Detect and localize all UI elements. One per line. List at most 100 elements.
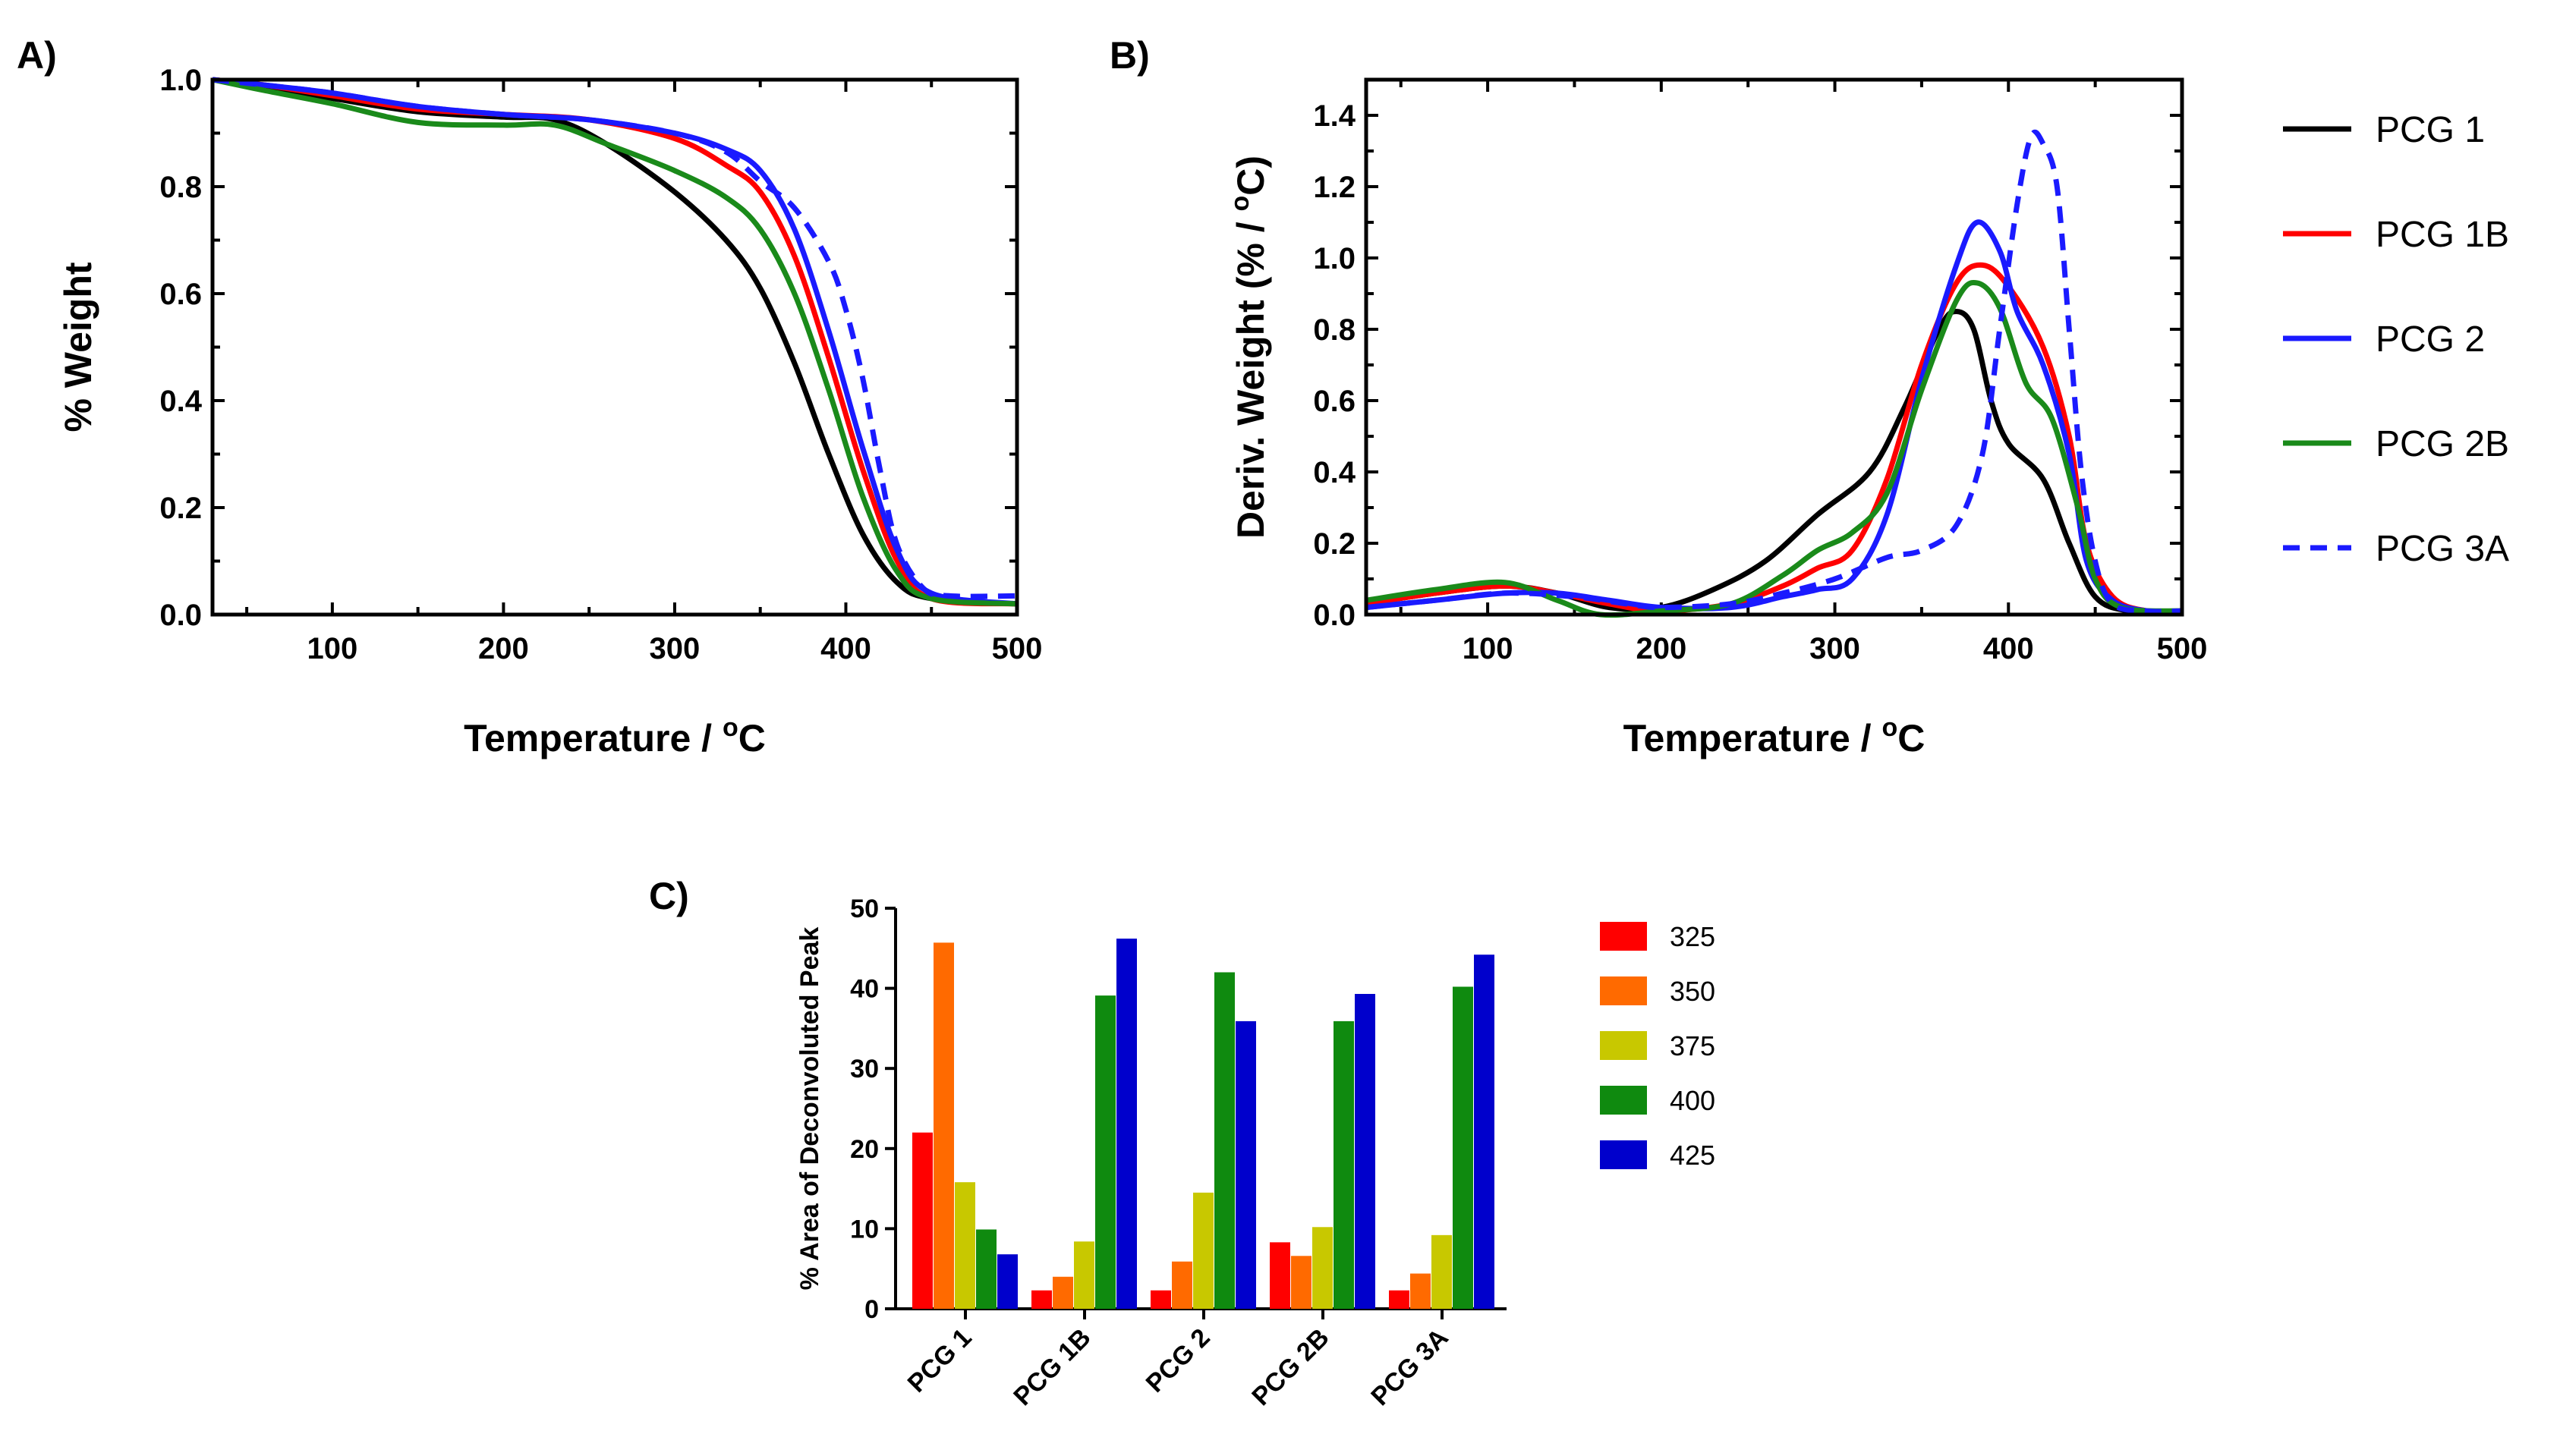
y-axis-title-text: % Weight <box>57 262 99 432</box>
x-tick-label: 500 <box>992 632 1043 665</box>
chart-c: 0 10 20 30 40 50 PCG 1 PCG 1B PCG 2 PCG 2B PCG 3A%… <box>795 895 1507 1411</box>
bar-pcg-2-400 <box>1214 972 1235 1309</box>
x-category-label: PCG 2B <box>1246 1323 1334 1411</box>
legend-label: PCG 3A <box>2376 529 2509 569</box>
y-tick-label: 1.0 <box>1313 242 1356 275</box>
y-tick-label: 0.0 <box>1313 599 1356 632</box>
plot-frame <box>1364 77 2184 617</box>
x-axis-title-unit: C <box>738 717 766 759</box>
legend-label: 375 <box>1670 1030 1715 1061</box>
y-tick-label: 30 <box>850 1055 879 1083</box>
bar-pcg-2b-350 <box>1291 1256 1311 1309</box>
legend-swatch-375 <box>1600 1031 1647 1060</box>
x-tick-label: 300 <box>650 632 701 665</box>
y-tick-label: 20 <box>850 1135 879 1164</box>
legend-swatch-425 <box>1600 1140 1647 1169</box>
y-tick-label: 0.0 <box>159 599 202 632</box>
bar-pcg-2-325 <box>1151 1290 1171 1309</box>
legend-label: 325 <box>1670 921 1715 952</box>
legend-label: 425 <box>1670 1140 1715 1171</box>
legend-label: PCG 2 <box>2376 319 2485 360</box>
y-tick-label: 0.8 <box>159 171 202 204</box>
y-tick-label: 0.2 <box>1313 527 1356 561</box>
bar-pcg-2b-325 <box>1270 1242 1290 1309</box>
x-tick-label: 400 <box>1983 632 2034 665</box>
bar-pcg-3a-350 <box>1410 1273 1431 1309</box>
legend-label: 350 <box>1670 976 1715 1007</box>
y-axis-title-text: Deriv. Weight (% / <box>1230 212 1272 539</box>
y-tick-label: 10 <box>850 1215 879 1244</box>
y-tick-label: 1.4 <box>1313 99 1356 133</box>
legend-label: PCG 2B <box>2376 424 2509 464</box>
chart-a: 100 200 300 400 500 0.0 0.2 0.4 0.6 0.8 1.0 Tempera… <box>57 64 1042 759</box>
y-axis-title: Deriv. Weight (% / oC) <box>1226 156 1272 539</box>
legend-swatch-325 <box>1600 922 1647 951</box>
x-tick-label: 100 <box>1463 632 1513 665</box>
bar-pcg-3a-325 <box>1389 1290 1409 1309</box>
series-line-pcg-2b <box>212 77 1018 607</box>
x-category-label: PCG 1B <box>1008 1323 1096 1411</box>
y-tick-label: 0 <box>864 1295 879 1324</box>
y-tick-label: 50 <box>850 895 879 923</box>
series-line-pcg-1b <box>212 77 1018 607</box>
x-axis-title-sup: o <box>1881 713 1897 742</box>
bar-pcg-2b-425 <box>1355 993 1375 1309</box>
panel-c-label: C) <box>649 875 689 917</box>
bar-pcg-3a-375 <box>1431 1234 1452 1309</box>
bar-pcg-1b-375 <box>1074 1241 1094 1309</box>
x-tick-label: 500 <box>2157 632 2208 665</box>
bar-pcg-1-375 <box>955 1182 975 1309</box>
series-line-pcg-2 <box>212 77 1018 607</box>
x-axis-title-text: Temperature / <box>464 717 723 759</box>
bar-pcg-1b-425 <box>1116 939 1137 1309</box>
x-axis-title-text: Temperature / <box>1623 717 1882 759</box>
y-tick-label: 0.8 <box>1313 313 1356 347</box>
bar-pcg-2b-375 <box>1312 1227 1333 1309</box>
y-tick-label: 0.4 <box>1313 456 1356 489</box>
legend-label: 400 <box>1670 1085 1715 1116</box>
legend-swatch-400 <box>1600 1086 1647 1115</box>
x-tick-label: 100 <box>307 632 357 665</box>
chart-b: 100 200 300 400 500 0.0 0.2 0.4 0.6 0.8 1.0 1.2 1.4 T… <box>1226 77 2208 759</box>
panel-a-label: A) <box>17 34 57 77</box>
y-axis-title-sup: o <box>1226 196 1255 212</box>
bar-pcg-1-325 <box>912 1132 933 1309</box>
y-axis-title: % Weight <box>57 262 99 432</box>
y-tick-label: 0.4 <box>159 385 202 418</box>
x-category-label: PCG 3A <box>1365 1323 1453 1411</box>
y-tick-label: 1.0 <box>159 64 202 97</box>
legend-c: 325 350 375 400 425 <box>1600 921 1715 1171</box>
bar-pcg-1b-350 <box>1053 1276 1073 1309</box>
bar-pcg-1-400 <box>976 1229 997 1309</box>
x-axis-title-sup: o <box>723 713 738 742</box>
y-axis-title-unit: C) <box>1230 156 1272 196</box>
legend-label: PCG 1 <box>2376 110 2485 150</box>
x-axis-title: Temperature / oC <box>1623 713 1926 759</box>
series-line-pcg-3a <box>1365 129 2183 615</box>
bar-pcg-3a-400 <box>1453 986 1473 1309</box>
bar-pcg-1-350 <box>934 942 954 1309</box>
y-tick-label: 0.2 <box>159 492 202 525</box>
bar-pcg-1b-325 <box>1031 1290 1052 1309</box>
legend-swatch-350 <box>1600 976 1647 1005</box>
y-tick-label: 1.2 <box>1313 171 1356 204</box>
x-tick-label: 400 <box>820 632 871 665</box>
x-tick-label: 300 <box>1809 632 1860 665</box>
plot-frame <box>210 77 1019 617</box>
series-line-pcg-3a <box>212 77 1018 599</box>
bar-pcg-2b-400 <box>1334 1020 1354 1309</box>
series-line-pcg-1 <box>1365 309 2183 615</box>
y-axis-title: % Area of Deconvoluted Peak <box>795 927 824 1291</box>
bar-pcg-2-425 <box>1236 1020 1256 1309</box>
x-tick-label: 200 <box>1636 632 1686 665</box>
bar-pcg-2-375 <box>1193 1192 1214 1309</box>
bar-pcg-2-350 <box>1172 1261 1192 1309</box>
y-tick-label: 40 <box>850 975 879 1004</box>
x-category-label: PCG 2 <box>1141 1323 1216 1398</box>
series-line-pcg-2b <box>1365 279 2183 618</box>
bar-pcg-3a-425 <box>1474 954 1494 1309</box>
y-tick-label: 0.6 <box>159 278 202 311</box>
x-axis-title-unit: C <box>1897 717 1925 759</box>
series-line-pcg-1 <box>212 77 1018 607</box>
